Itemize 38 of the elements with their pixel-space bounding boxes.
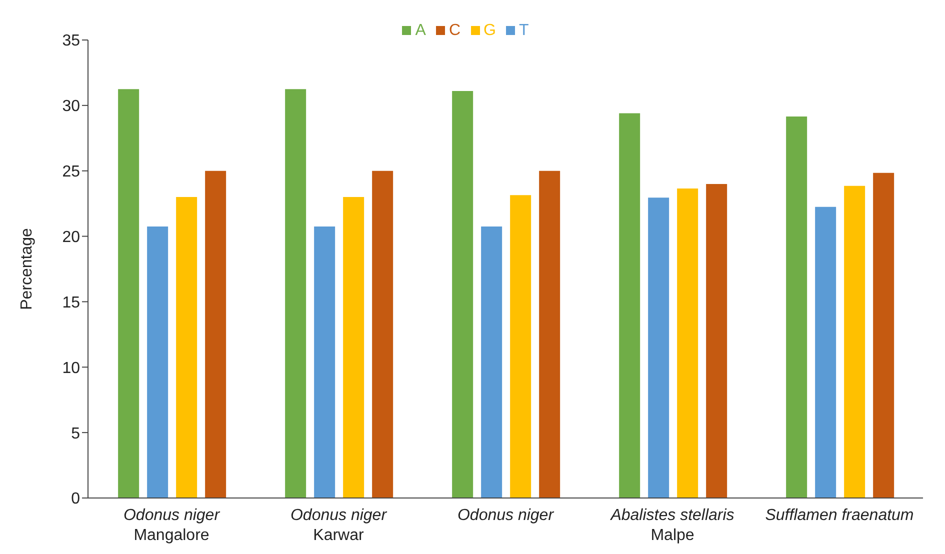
bar [176, 197, 198, 498]
bar [706, 184, 728, 498]
x-tick-label: Odonus niger Mangalore [123, 507, 220, 544]
legend-label: C [448, 22, 460, 39]
bar [619, 113, 640, 498]
bar [677, 188, 698, 498]
bar [372, 170, 394, 498]
bar [205, 170, 226, 498]
y-tick-label: 35 [62, 32, 80, 50]
bar [648, 198, 670, 498]
bar [285, 89, 306, 498]
y-tick-label: 20 [62, 228, 80, 246]
legend-label: A [415, 22, 426, 39]
x-tick-label: Sufflamen fraenatum [765, 507, 914, 524]
y-tick-label: 30 [62, 98, 80, 116]
bar [539, 170, 560, 498]
bar [481, 226, 502, 498]
y-tick-label: 15 [62, 294, 80, 312]
bar [844, 186, 866, 498]
bar [147, 226, 168, 498]
y-axis-title: Percentage [18, 228, 36, 310]
bar [873, 172, 894, 498]
bar [118, 89, 140, 498]
legend-label: T [518, 22, 529, 39]
bar [510, 195, 532, 498]
x-tick-label: Abalistes stellaris Malpe [610, 507, 734, 544]
bar [343, 197, 364, 498]
y-tick-label: 0 [71, 490, 80, 508]
bar [452, 91, 474, 498]
x-tick-label: Odonus niger [457, 507, 554, 524]
y-tick-label: 25 [62, 164, 80, 181]
y-tick-label: 10 [62, 360, 80, 377]
x-tick-label: Odonus niger Karwar [290, 507, 388, 544]
bar [815, 206, 836, 498]
bar [786, 116, 808, 498]
legend-label: G [484, 22, 496, 39]
y-tick-label: 5 [71, 425, 80, 442]
bar [314, 226, 336, 498]
